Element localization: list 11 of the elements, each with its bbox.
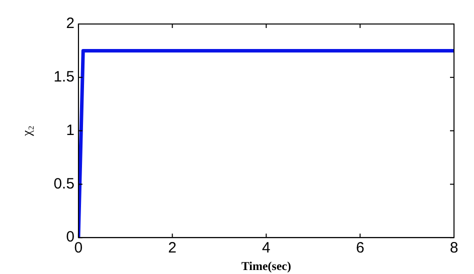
y-tick-label: 2 [66, 15, 74, 32]
y-axis-title: χ₂ [19, 126, 34, 137]
y-tick-label: 0 [66, 228, 74, 246]
x-tick-label: 4 [262, 240, 270, 257]
x-tick-label: 2 [168, 240, 177, 257]
x-tick-label: 6 [356, 240, 364, 257]
y-tick-label: 1 [66, 122, 74, 139]
x-axis-title: Time(sec) [241, 258, 292, 273]
y-tick-label: 0.5 [54, 175, 74, 192]
y-tick-label: 1.5 [54, 68, 74, 86]
x-tick-label: 8 [450, 240, 458, 257]
